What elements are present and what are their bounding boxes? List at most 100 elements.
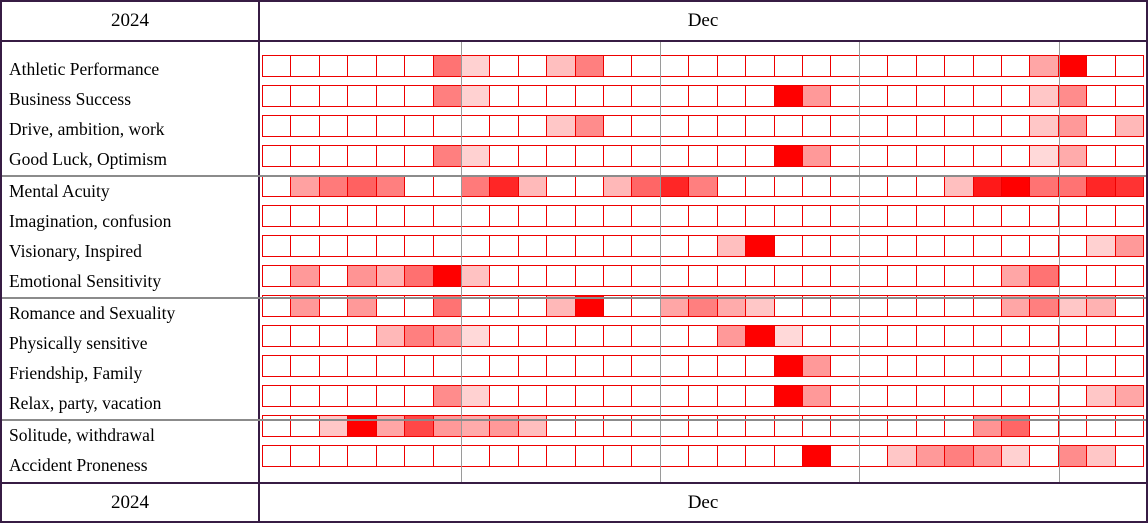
- day-cell: [917, 176, 946, 196]
- week-divider-line: [859, 42, 861, 482]
- day-cell: [718, 266, 747, 286]
- day-cell: [831, 146, 860, 166]
- day-cell: [831, 236, 860, 256]
- day-cell: [263, 416, 292, 436]
- day-strip: [262, 295, 1144, 317]
- day-cell: [263, 236, 292, 256]
- day-cell: [1059, 416, 1088, 436]
- day-cell: [405, 386, 434, 406]
- day-cell: [632, 236, 661, 256]
- day-cell: [461, 416, 491, 436]
- day-cell: [434, 356, 462, 376]
- day-cell: [860, 206, 889, 226]
- day-cell: [1087, 236, 1116, 256]
- day-cell: [860, 326, 889, 346]
- day-cell: [291, 116, 320, 136]
- day-cell: [1058, 446, 1088, 466]
- day-cell: [462, 116, 491, 136]
- day-cell: [348, 116, 377, 136]
- day-strip: [262, 145, 1144, 167]
- day-strip: [262, 235, 1144, 257]
- day-cell: [803, 146, 832, 166]
- day-cell: [405, 296, 434, 316]
- day-cell: [1030, 446, 1059, 466]
- day-cell: [490, 386, 519, 406]
- day-cell: [661, 86, 690, 106]
- day-cell: [746, 326, 775, 346]
- day-cell: [1030, 116, 1059, 136]
- group-separator-line: [2, 297, 1146, 299]
- day-cell: [689, 326, 718, 346]
- day-cell: [320, 296, 349, 316]
- day-cell: [803, 326, 832, 346]
- day-cell: [775, 266, 804, 286]
- day-cell: [974, 86, 1002, 106]
- day-cell: [945, 386, 974, 406]
- day-cell: [1059, 326, 1088, 346]
- day-cell: [547, 236, 576, 256]
- day-cell: [888, 86, 917, 106]
- day-cell: [860, 266, 889, 286]
- day-cell: [774, 326, 804, 346]
- day-cell: [945, 296, 974, 316]
- day-cell: [632, 146, 661, 166]
- day-cell: [632, 386, 661, 406]
- day-cell: [974, 296, 1002, 316]
- day-cell: [746, 296, 775, 316]
- day-cell: [1115, 176, 1144, 196]
- day-cell: [519, 86, 548, 106]
- day-cell: [689, 386, 718, 406]
- day-cell: [888, 236, 917, 256]
- day-cell: [291, 386, 320, 406]
- day-cell: [718, 176, 747, 196]
- day-cell: [660, 296, 690, 316]
- day-cell: [518, 176, 548, 196]
- calendar-body: Athletic Performance Business Success Driv…: [2, 42, 1146, 482]
- day-cell: [945, 236, 974, 256]
- day-cell: [746, 356, 775, 376]
- day-cell: [433, 266, 462, 286]
- header-row-bottom: 2024 Dec: [2, 482, 1146, 521]
- day-cell: [1087, 56, 1116, 76]
- label-group: Solitude, withdrawal Accident Proneness: [2, 421, 258, 481]
- day-cell: [519, 266, 548, 286]
- day-cell: [376, 176, 406, 196]
- day-cell: [377, 356, 406, 376]
- day-cell: [348, 266, 377, 286]
- day-cell: [746, 176, 775, 196]
- day-cell: [576, 236, 605, 256]
- day-cell: [547, 356, 576, 376]
- day-cell: [519, 116, 548, 136]
- day-cell: [945, 446, 974, 466]
- day-cell: [576, 326, 605, 346]
- row-label: Accident Proneness: [9, 455, 148, 475]
- day-cell: [1087, 176, 1116, 196]
- day-cell: [803, 236, 832, 256]
- day-cell: [1087, 146, 1116, 166]
- week-divider-line: [1058, 42, 1060, 482]
- day-cell: [320, 266, 349, 286]
- day-cell: [632, 116, 661, 136]
- day-cell: [775, 446, 804, 466]
- day-cell: [860, 116, 889, 136]
- day-cell: [1002, 236, 1031, 256]
- day-cell: [519, 356, 548, 376]
- day-cell: [974, 116, 1002, 136]
- day-cell: [405, 326, 434, 346]
- day-cell: [945, 116, 974, 136]
- month-label-top: Dec: [687, 10, 719, 31]
- day-cell: [320, 206, 349, 226]
- day-strip: [262, 355, 1144, 377]
- row-label: Mental Acuity: [9, 181, 110, 201]
- day-strip: [262, 115, 1144, 137]
- week-divider-line: [461, 42, 463, 482]
- day-cell: [860, 56, 889, 76]
- day-cell: [1030, 266, 1059, 286]
- day-cell: [575, 56, 605, 76]
- day-cell: [718, 416, 747, 436]
- day-cell: [348, 236, 377, 256]
- day-cell: [775, 416, 804, 436]
- day-cell: [1030, 326, 1059, 346]
- day-cell: [461, 86, 491, 106]
- day-cell: [973, 416, 1002, 436]
